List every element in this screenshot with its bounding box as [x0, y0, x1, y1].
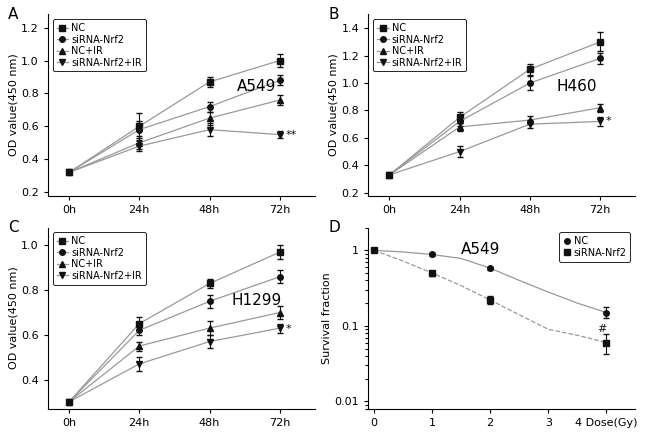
Line: NC: NC	[371, 248, 609, 315]
Y-axis label: OD value(450 nm): OD value(450 nm)	[8, 54, 18, 157]
NC	[486, 266, 494, 271]
Legend: NC, siRNA-Nrf2, NC+IR, siRNA-Nrf2+IR: NC, siRNA-Nrf2, NC+IR, siRNA-Nrf2+IR	[373, 19, 466, 72]
Text: B: B	[328, 7, 339, 22]
Text: C: C	[8, 220, 18, 235]
siRNA-Nrf2	[603, 340, 610, 345]
Y-axis label: Survival fraction: Survival fraction	[322, 272, 332, 364]
Text: A: A	[8, 7, 18, 22]
Text: H1299: H1299	[231, 293, 281, 307]
Text: A549: A549	[237, 79, 276, 94]
siRNA-Nrf2	[486, 297, 494, 303]
Text: *: *	[285, 324, 291, 334]
siRNA-Nrf2	[370, 248, 378, 253]
Y-axis label: OD value(450 nm): OD value(450 nm)	[329, 54, 339, 157]
Text: A549: A549	[461, 242, 500, 257]
Text: D: D	[328, 220, 340, 235]
Text: *: *	[606, 116, 612, 126]
Text: **: **	[285, 130, 296, 140]
Y-axis label: OD value(450 nm): OD value(450 nm)	[8, 267, 18, 369]
NC	[428, 252, 436, 257]
Legend: NC, siRNA-Nrf2: NC, siRNA-Nrf2	[559, 232, 630, 262]
Line: siRNA-Nrf2: siRNA-Nrf2	[371, 248, 609, 345]
Legend: NC, siRNA-Nrf2, NC+IR, siRNA-Nrf2+IR: NC, siRNA-Nrf2, NC+IR, siRNA-Nrf2+IR	[53, 232, 146, 285]
siRNA-Nrf2	[428, 270, 436, 276]
NC	[603, 310, 610, 315]
NC	[370, 248, 378, 253]
Text: #: #	[597, 324, 607, 334]
Text: H460: H460	[556, 79, 597, 94]
Legend: NC, siRNA-Nrf2, NC+IR, siRNA-Nrf2+IR: NC, siRNA-Nrf2, NC+IR, siRNA-Nrf2+IR	[53, 19, 146, 72]
